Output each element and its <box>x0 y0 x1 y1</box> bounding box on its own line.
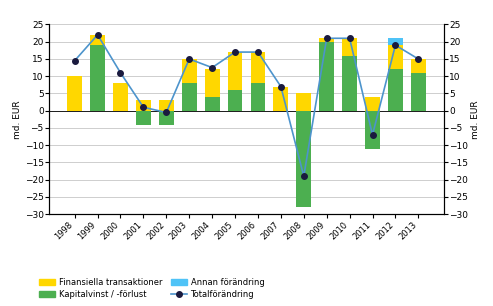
Bar <box>319 42 334 111</box>
Bar <box>365 97 380 111</box>
Bar <box>274 87 288 111</box>
Y-axis label: md. EUR: md. EUR <box>471 100 480 139</box>
Y-axis label: md. EUR: md. EUR <box>13 100 22 139</box>
Bar <box>250 52 265 83</box>
Bar <box>136 111 151 125</box>
Legend: Finansiella transaktioner, Kapitalvinst / -förlust, Annan förändring, Totalförän: Finansiella transaktioner, Kapitalvinst … <box>38 278 264 299</box>
Bar <box>205 69 219 97</box>
Bar <box>113 83 128 111</box>
Bar <box>159 100 174 111</box>
Bar <box>342 38 357 55</box>
Bar <box>90 45 105 111</box>
Bar <box>411 59 426 73</box>
Bar <box>365 111 380 149</box>
Bar <box>342 55 357 111</box>
Bar <box>205 97 219 111</box>
Bar <box>159 111 174 125</box>
Bar <box>319 38 334 42</box>
Bar <box>136 100 151 111</box>
Bar <box>250 83 265 111</box>
Bar <box>182 59 197 83</box>
Bar <box>388 45 403 69</box>
Bar <box>411 73 426 111</box>
Bar <box>182 83 197 111</box>
Bar <box>228 52 243 90</box>
Bar <box>388 38 403 45</box>
Bar <box>90 35 105 45</box>
Bar <box>388 69 403 111</box>
Bar <box>296 111 311 207</box>
Bar <box>67 76 82 111</box>
Bar <box>228 90 243 111</box>
Bar <box>296 93 311 111</box>
